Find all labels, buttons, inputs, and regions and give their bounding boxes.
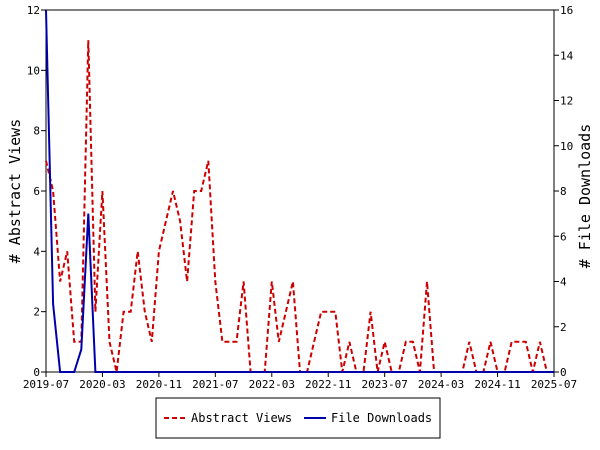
x-axis: 2019-07 2020-03 2020-11 2021-07 2022-03 2022-… bbox=[23, 372, 577, 391]
y-right-tick-label: 16 bbox=[560, 4, 573, 17]
y-left-axis: 0 2 4 6 8 10 12 bbox=[27, 4, 46, 379]
x-tick-label: 2024-11 bbox=[474, 378, 520, 391]
y-left-tick-label: 10 bbox=[27, 64, 40, 77]
x-tick-label: 2020-11 bbox=[136, 378, 182, 391]
y-left-tick-label: 4 bbox=[33, 245, 40, 258]
y-left-tick-label: 0 bbox=[33, 366, 40, 379]
x-tick-label: 2021-07 bbox=[192, 378, 238, 391]
y-left-tick-label: 2 bbox=[33, 306, 40, 319]
y-left-tick-label: 12 bbox=[27, 4, 40, 17]
y-right-axis-label: # File Downloads bbox=[576, 124, 594, 269]
y-right-tick-label: 4 bbox=[560, 276, 567, 289]
y-right-tick-label: 6 bbox=[560, 230, 567, 243]
y-right-tick-label: 0 bbox=[560, 366, 567, 379]
x-tick-label: 2022-03 bbox=[249, 378, 295, 391]
x-tick-label: 2025-07 bbox=[531, 378, 577, 391]
x-tick-label: 2023-07 bbox=[361, 378, 407, 391]
x-tick-label: 2019-07 bbox=[23, 378, 69, 391]
y-right-tick-label: 10 bbox=[560, 140, 573, 153]
x-tick-label: 2020-03 bbox=[79, 378, 125, 391]
plot-area bbox=[45, 9, 555, 373]
legend-label-file-downloads: File Downloads bbox=[331, 411, 432, 425]
legend: Abstract Views File Downloads bbox=[155, 397, 441, 439]
y-right-tick-label: 8 bbox=[560, 185, 567, 198]
x-tick-label: 2024-03 bbox=[418, 378, 464, 391]
y-right-tick-label: 2 bbox=[560, 321, 567, 334]
y-right-tick-label: 14 bbox=[560, 49, 574, 62]
legend-box bbox=[155, 397, 441, 439]
y-left-tick-label: 6 bbox=[33, 185, 40, 198]
y-left-tick-label: 8 bbox=[33, 125, 40, 138]
y-right-axis: 0 2 4 6 8 10 12 14 16 bbox=[554, 4, 574, 379]
y-left-axis-label: # Abstract Views bbox=[6, 119, 24, 264]
legend-label-abstract-views: Abstract Views bbox=[191, 411, 292, 425]
x-tick-label: 2022-11 bbox=[305, 378, 351, 391]
y-right-tick-label: 12 bbox=[560, 95, 573, 108]
